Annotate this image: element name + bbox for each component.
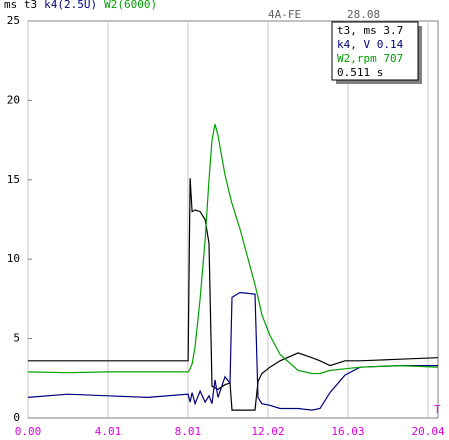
series-line bbox=[27, 124, 439, 375]
y-tick-label: 0 bbox=[13, 411, 20, 424]
legend-entry: W2(6000) bbox=[104, 0, 157, 11]
y-tick-label: 5 bbox=[13, 332, 20, 345]
y-tick-label: 20 bbox=[7, 93, 20, 106]
readout-line: 0.511 s bbox=[337, 66, 383, 79]
readout-line: W2,rpm 707 bbox=[337, 52, 403, 65]
x-tick-label: 16.03 bbox=[331, 425, 364, 438]
engine-label: 4A-FE bbox=[268, 8, 301, 21]
x-tick-label: 8.01 bbox=[175, 425, 202, 438]
series-line bbox=[27, 291, 438, 411]
x-tick-label: 20.04 bbox=[411, 425, 444, 438]
readout-line: t3, ms 3.7 bbox=[337, 24, 403, 37]
legend-entry: ms t3 bbox=[4, 0, 37, 11]
x-tick-label: 0.00 bbox=[15, 425, 42, 438]
x-tick-label: 4.01 bbox=[95, 425, 122, 438]
readout-box bbox=[331, 21, 419, 81]
y-tick-label: 25 bbox=[7, 14, 20, 27]
date-label: 28.08 bbox=[347, 8, 380, 21]
y-tick-label: 10 bbox=[7, 252, 20, 265]
readout-line: k4, V 0.14 bbox=[337, 38, 404, 51]
legend-entry: k4(2.5U) bbox=[44, 0, 97, 11]
x-tick-label: 12.02 bbox=[251, 425, 284, 438]
y-tick-label: 15 bbox=[7, 173, 20, 186]
